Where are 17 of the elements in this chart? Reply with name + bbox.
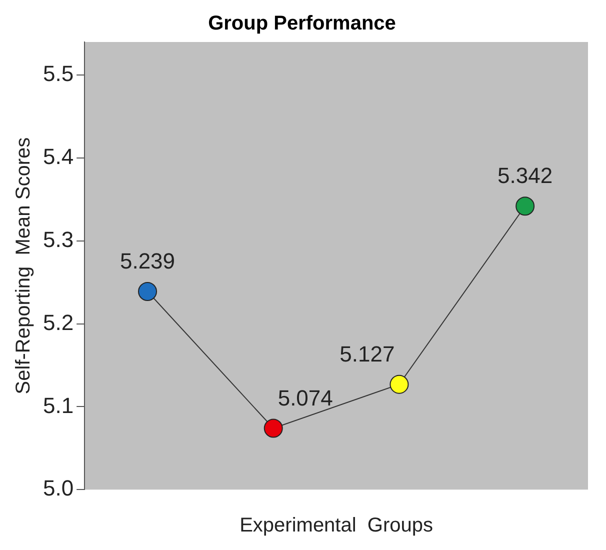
point xyxy=(516,196,535,216)
y-axis-title: Self-Reporting Mean Scores xyxy=(12,137,35,394)
y-tick-label: 5.0 xyxy=(42,476,74,501)
y-tick-label: 5.3 xyxy=(42,226,74,252)
y-tick-label: 5.2 xyxy=(42,310,74,335)
x-axis-title: Experimental Groups xyxy=(240,514,433,537)
data-label: 5.239 xyxy=(120,248,176,274)
point xyxy=(264,418,283,438)
data-label: 5.127 xyxy=(340,341,395,366)
chart-title: Group Performance xyxy=(208,12,396,35)
data-label: 5.342 xyxy=(498,163,553,188)
point xyxy=(390,374,409,394)
y-tick-label: 5.4 xyxy=(42,144,74,170)
y-tick-label: 5.1 xyxy=(42,392,74,418)
data-label: 5.074 xyxy=(278,385,333,410)
point xyxy=(138,282,158,301)
y-tick-label: 5.5 xyxy=(42,61,74,86)
